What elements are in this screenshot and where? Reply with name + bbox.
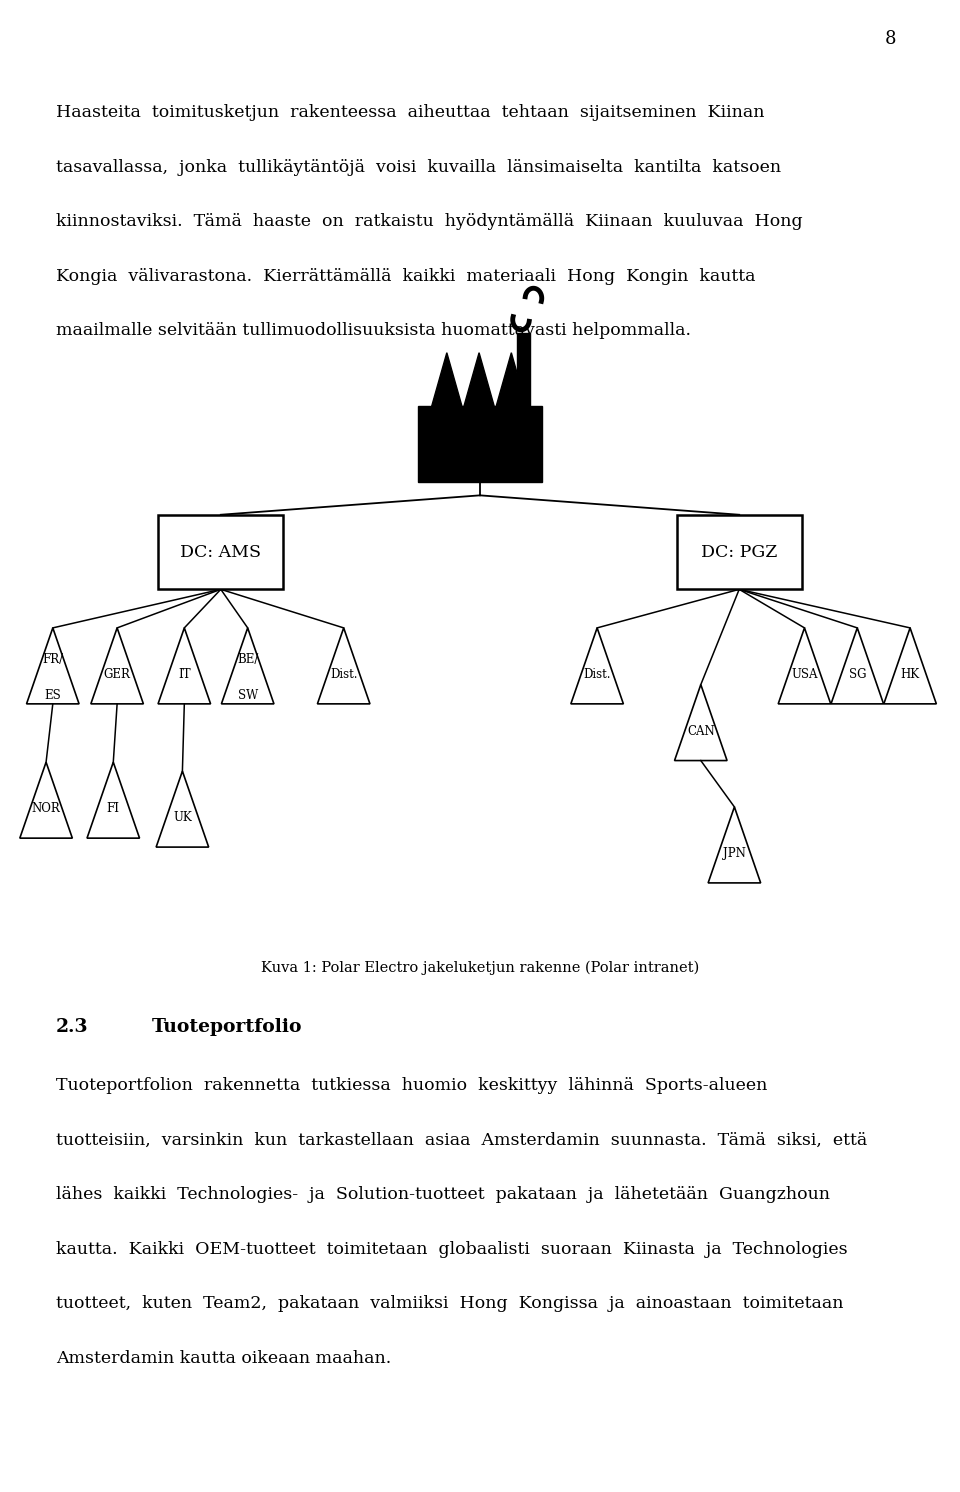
Text: SW: SW [237,689,258,701]
Text: FR/: FR/ [42,653,63,665]
Text: IT: IT [178,668,191,680]
Text: USA: USA [791,668,818,680]
Text: NOR: NOR [32,803,60,815]
Text: Tuoteportfolion  rakennetta  tutkiessa  huomio  keskittyy  lähinnä  Sports-aluee: Tuoteportfolion rakennetta tutkiessa huo… [56,1077,767,1094]
Text: SG: SG [849,668,866,680]
Text: Tuoteportfolio: Tuoteportfolio [152,1018,302,1035]
Text: 2.3: 2.3 [56,1018,88,1035]
Text: tuotteisiin,  varsinkin  kun  tarkastellaan  asiaa  Amsterdamin  suunnasta.  Täm: tuotteisiin, varsinkin kun tarkastellaan… [56,1131,867,1149]
Text: Dist.: Dist. [584,668,611,680]
Polygon shape [464,352,494,406]
Text: tuotteet,  kuten  Team2,  pakataan  valmiiksi  Hong  Kongissa  ja  ainoastaan  t: tuotteet, kuten Team2, pakataan valmiiks… [56,1295,843,1311]
Bar [418,406,542,482]
Text: DC: PGZ: DC: PGZ [701,543,778,561]
Bar [516,333,530,407]
Text: HK: HK [900,668,920,680]
Text: Dist.: Dist. [330,668,357,680]
Text: ES: ES [44,689,61,701]
Text: Haasteita  toimitusketjun  rakenteessa  aiheuttaa  tehtaan  sijaitseminen  Kiina: Haasteita toimitusketjun rakenteessa aih… [56,104,764,121]
Polygon shape [432,352,462,406]
Polygon shape [496,352,526,406]
Text: Kuva 1: Polar Electro jakeluketjun rakenne (Polar intranet): Kuva 1: Polar Electro jakeluketjun raken… [261,961,699,976]
Text: 8: 8 [885,30,897,48]
Text: kautta.  Kaikki  OEM-tuotteet  toimitetaan  globaalisti  suoraan  Kiinasta  ja  : kautta. Kaikki OEM-tuotteet toimitetaan … [56,1241,848,1258]
Text: Amsterdamin kautta oikeaan maahan.: Amsterdamin kautta oikeaan maahan. [56,1349,391,1367]
Text: GER: GER [104,668,131,680]
Text: lähes  kaikki  Technologies-  ja  Solution-tuotteet  pakataan  ja  lähetetään  G: lähes kaikki Technologies- ja Solution-t… [56,1186,829,1203]
Text: Kongia  välivarastona.  Kierrättämällä  kaikki  materiaali  Hong  Kongin  kautta: Kongia välivarastona. Kierrättämällä kai… [56,267,756,285]
Text: tasavallassa,  jonka  tullikäytäntöjä  voisi  kuvailla  länsimaiselta  kantilta : tasavallassa, jonka tullikäytäntöjä vois… [56,158,780,176]
Text: maailmalle selvitään tullimuodollisuuksista huomattavasti helpommalla.: maailmalle selvitään tullimuodollisuuksi… [56,322,690,339]
Text: CAN: CAN [687,725,714,737]
Text: FI: FI [107,803,120,815]
Text: DC: AMS: DC: AMS [180,543,261,561]
Text: UK: UK [173,812,192,824]
Text: BE/: BE/ [237,653,258,665]
Text: kiinnostaviksi.  Tämä  haaste  on  ratkaistu  hyödyntämällä  Kiinaan  kuuluvaa  : kiinnostaviksi. Tämä haaste on ratkaistu… [56,213,803,230]
FancyBboxPatch shape [677,515,802,589]
FancyBboxPatch shape [158,515,283,589]
Text: JPN: JPN [723,847,746,859]
